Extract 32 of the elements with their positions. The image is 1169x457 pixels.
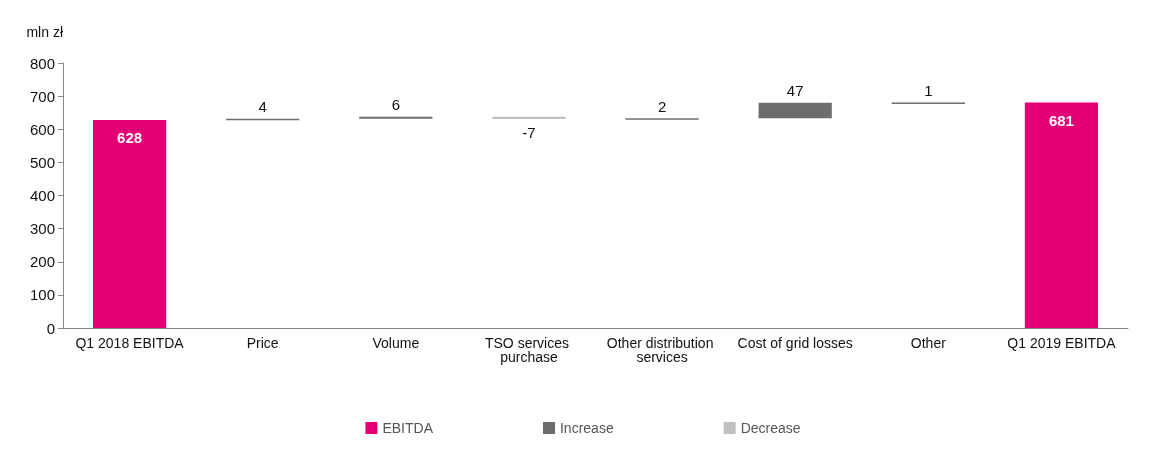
x-tick-label: Q1 2018 EBITDA [75, 335, 185, 351]
x-tick-label: Price [246, 335, 279, 351]
data-label: 1 [924, 81, 933, 99]
y-tick-label: 100 [29, 286, 55, 304]
legend-label: EBITDA [382, 420, 434, 436]
y-tick-label: 300 [29, 220, 55, 238]
y-tick-label: 500 [29, 153, 55, 171]
data-label: 4 [258, 98, 267, 116]
x-tick-label: TSO services purchase [484, 335, 573, 365]
x-tick-label: Volume [372, 335, 420, 351]
x-tick-label: Q1 2019 EBITDA [1007, 335, 1117, 351]
x-tick-label: Other [910, 335, 947, 351]
y-tick-label: 200 [29, 253, 55, 271]
y-axis-title: mln zł [26, 24, 64, 40]
y-tick-label: 600 [29, 120, 55, 138]
x-tick-label: Other distribution services [606, 335, 718, 365]
data-label: 47 [786, 82, 804, 100]
y-tick-label: 400 [29, 187, 55, 204]
data-label: 6 [391, 96, 400, 114]
y-tick-label: 700 [29, 87, 55, 105]
data-label: 2 [657, 97, 667, 115]
data-label: -7 [522, 124, 536, 142]
y-tick-label: 800 [29, 54, 55, 72]
bar [758, 102, 832, 119]
x-tick-label: Cost of grid losses [737, 335, 853, 351]
legend-label: Increase [559, 420, 614, 436]
legend-label: Decrease [740, 420, 801, 436]
bar [92, 119, 167, 328]
y-tick-label: 0 [46, 319, 55, 337]
data-label: 628 [117, 129, 143, 147]
bar [1024, 102, 1099, 328]
data-label: 681 [1048, 111, 1074, 129]
